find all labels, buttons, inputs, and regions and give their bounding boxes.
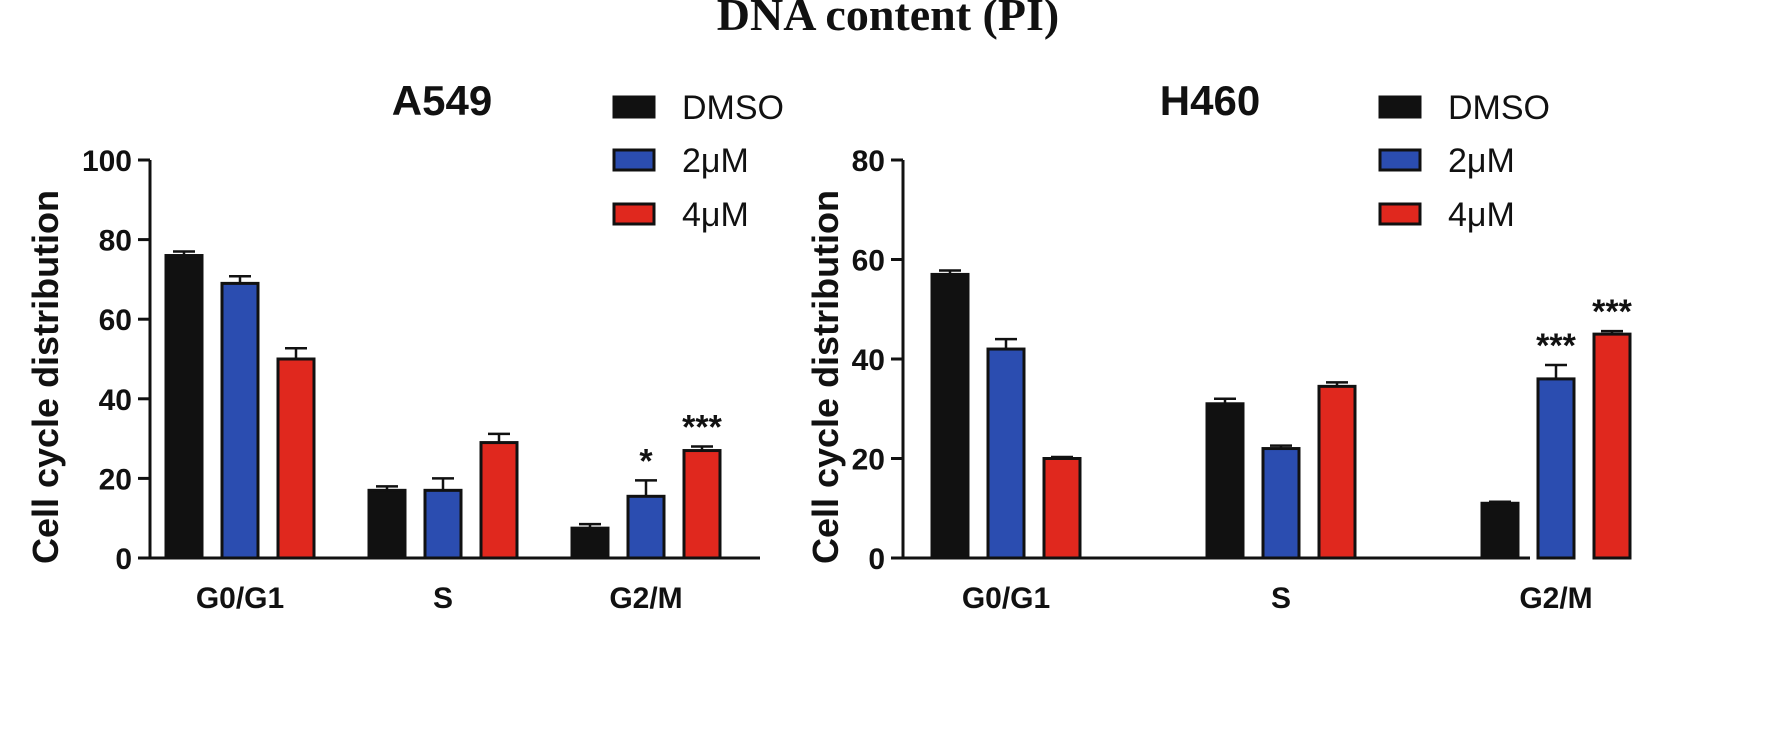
y-tick-label: 40: [852, 344, 885, 377]
y-tick-label: 60: [852, 245, 885, 278]
x-tick-label: G2/M: [609, 582, 682, 615]
y-tick-label: 60: [99, 304, 132, 337]
bar-g2-m-2-m: [626, 494, 666, 560]
figure-title: DNA content (PI): [717, 0, 1059, 40]
x-tick-label: G0/G1: [196, 582, 284, 615]
legend-swatch: [612, 202, 656, 226]
bar-g2-m-2-m: [1536, 377, 1576, 560]
panel-title: H460: [1160, 77, 1260, 124]
legend-label: 2μM: [1448, 142, 1515, 180]
bar-s-2-m: [1261, 447, 1301, 560]
y-tick-label: 0: [868, 543, 885, 576]
bar-g0-g1-dmso: [164, 254, 204, 560]
legend-swatch: [612, 148, 656, 172]
legend-label: 2μM: [682, 142, 749, 180]
bar-s-dmso: [367, 488, 407, 560]
bar-g0-g1-2-m: [986, 347, 1026, 560]
chart-panel-a549: A549 Cell cycle distribution 0 20 40 60 80 100 G…: [25, 77, 784, 615]
x-tick-label: G2/M: [1519, 582, 1592, 615]
y-tick-label: 40: [99, 384, 132, 417]
bar-g2-m-dmso: [1480, 501, 1520, 560]
y-tick-label: 20: [852, 444, 885, 477]
panel-title: A549: [392, 77, 492, 124]
bar-s-2-m: [423, 488, 463, 560]
legend-label: DMSO: [1448, 89, 1550, 127]
y-axis-label: Cell cycle distribution: [805, 190, 846, 564]
bar-g2-m-dmso: [570, 526, 610, 560]
bar-g2-m-4-m: [682, 449, 722, 560]
significance-marker: *: [639, 442, 653, 480]
x-tick-label: S: [1271, 582, 1291, 615]
x-tick-label: G0/G1: [962, 582, 1050, 615]
legend-swatch: [1378, 202, 1422, 226]
bar-g0-g1-4-m: [1042, 457, 1082, 560]
significance-marker: ***: [1536, 327, 1576, 365]
legend-label: 4μM: [682, 196, 749, 234]
bar-g0-g1-4-m: [276, 357, 316, 560]
legend-label: 4μM: [1448, 196, 1515, 234]
bar-g2-m-4-m: [1592, 332, 1632, 560]
legend-swatch: [1378, 148, 1422, 172]
bar-g0-g1-2-m: [220, 281, 260, 560]
x-tick-label: S: [433, 582, 453, 615]
legend-swatch: [1378, 95, 1422, 119]
significance-marker: ***: [1592, 293, 1632, 331]
bar-g0-g1-dmso: [930, 272, 970, 560]
bar-s-4-m: [479, 441, 519, 560]
y-tick-label: 80: [99, 225, 132, 258]
y-axis-label: Cell cycle distribution: [25, 190, 66, 564]
bar-s-dmso: [1205, 402, 1245, 560]
y-tick-label: 80: [852, 145, 885, 178]
bar-s-4-m: [1317, 384, 1357, 560]
y-tick-label: 0: [115, 543, 132, 576]
y-tick-label: 100: [82, 145, 132, 178]
legend-swatch: [612, 95, 656, 119]
chart-panel-h460: H460 Cell cycle distribution 0 20 40 60 80 G0/G…: [805, 77, 1633, 615]
y-tick-label: 20: [99, 463, 132, 496]
significance-marker: ***: [682, 409, 722, 447]
legend-label: DMSO: [682, 89, 784, 127]
